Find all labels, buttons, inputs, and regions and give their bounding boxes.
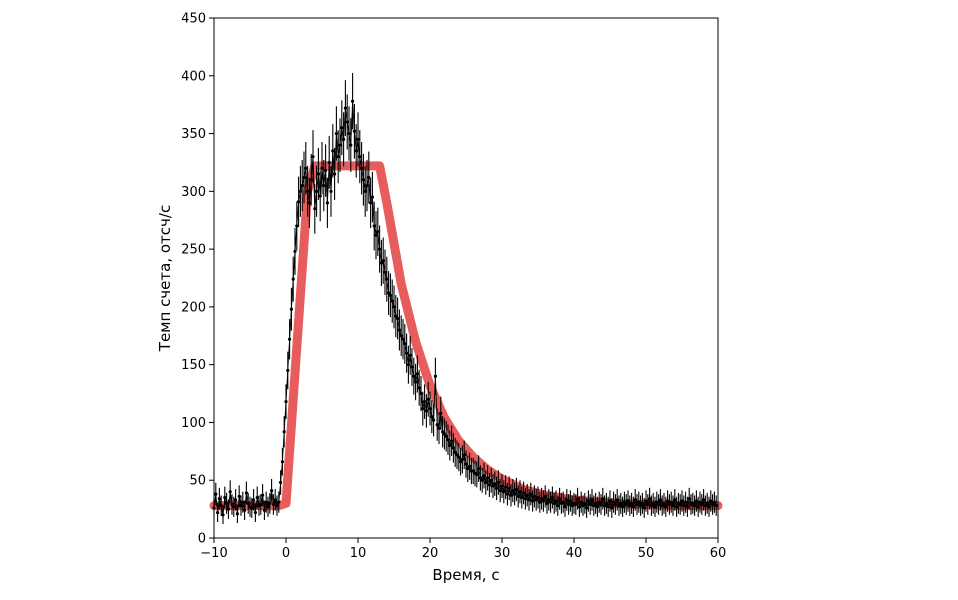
x-tick-label: 10 bbox=[350, 546, 367, 561]
y-tick-label: 350 bbox=[181, 127, 206, 142]
y-tick-label: 400 bbox=[181, 69, 206, 84]
x-axis-label: Время, с bbox=[432, 566, 499, 584]
data-point bbox=[714, 504, 718, 508]
plot-frame bbox=[213, 17, 719, 539]
x-tick-label: 60 bbox=[710, 546, 727, 561]
x-tick-label: −10 bbox=[200, 546, 227, 561]
y-tick-label: 100 bbox=[181, 416, 206, 431]
y-tick-label: 50 bbox=[189, 474, 206, 489]
data-point bbox=[311, 155, 315, 159]
data-point bbox=[329, 189, 333, 193]
y-tick-label: 450 bbox=[181, 12, 206, 27]
x-tick-label: 40 bbox=[566, 546, 583, 561]
x-tick-label: 30 bbox=[494, 546, 511, 561]
x-tick-label: 50 bbox=[638, 546, 655, 561]
y-axis-label: Темп счета, отсч/с bbox=[156, 205, 174, 352]
y-tick-label: 200 bbox=[181, 300, 206, 315]
x-tick-label: 20 bbox=[422, 546, 439, 561]
y-axis: 0 50 100 150 200 250 300 350 400 450 bbox=[181, 12, 214, 547]
x-tick-label: 0 bbox=[282, 546, 290, 561]
data-points-layer bbox=[212, 73, 718, 525]
data-point bbox=[334, 131, 338, 136]
data-connecting-line bbox=[213, 101, 717, 515]
y-tick-label: 0 bbox=[198, 532, 206, 547]
x-axis: −10 0 10 20 30 40 50 60 bbox=[200, 538, 726, 561]
y-tick-label: 150 bbox=[181, 358, 206, 373]
y-tick-label: 300 bbox=[181, 185, 206, 200]
y-tick-label: 250 bbox=[181, 243, 206, 258]
